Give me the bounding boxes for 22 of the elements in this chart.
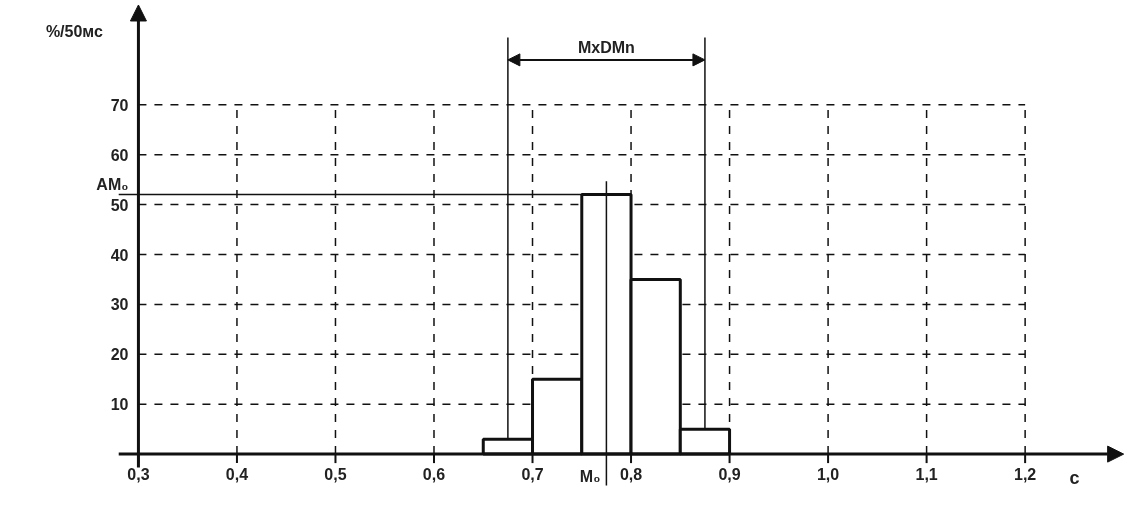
- x-tick-label: 1,1: [915, 465, 938, 483]
- x-tick-label: 0,6: [422, 465, 446, 483]
- y-tick-label: 10: [110, 396, 129, 414]
- y-tick-label: 70: [110, 96, 129, 114]
- ref-line-label: M₀: [579, 467, 601, 485]
- x-tick-label: 1,0: [816, 465, 840, 483]
- y-tick-label: 30: [110, 296, 129, 314]
- x-axis-title: с: [1069, 467, 1080, 488]
- x-tick-label: 0,3: [127, 465, 150, 483]
- x-tick-label: 0,8: [619, 465, 643, 483]
- x-tick-label: 1,2: [1014, 465, 1037, 483]
- x-tick-label: 0,5: [324, 465, 347, 483]
- y-tick-label: 50: [110, 196, 129, 214]
- x-tick-label: 0,7: [521, 465, 544, 483]
- x-tick-label: 0,9: [718, 465, 741, 483]
- x-tick-label: 0,4: [225, 465, 249, 483]
- y-tick-label: 40: [110, 246, 129, 264]
- y-tick-label: 20: [110, 346, 129, 364]
- annotation: MxDMn: [577, 38, 635, 56]
- y-axis-title: %/50мс: [45, 23, 103, 41]
- y-tick-label: 60: [110, 146, 129, 164]
- ref-line-label: AM₀: [96, 175, 129, 193]
